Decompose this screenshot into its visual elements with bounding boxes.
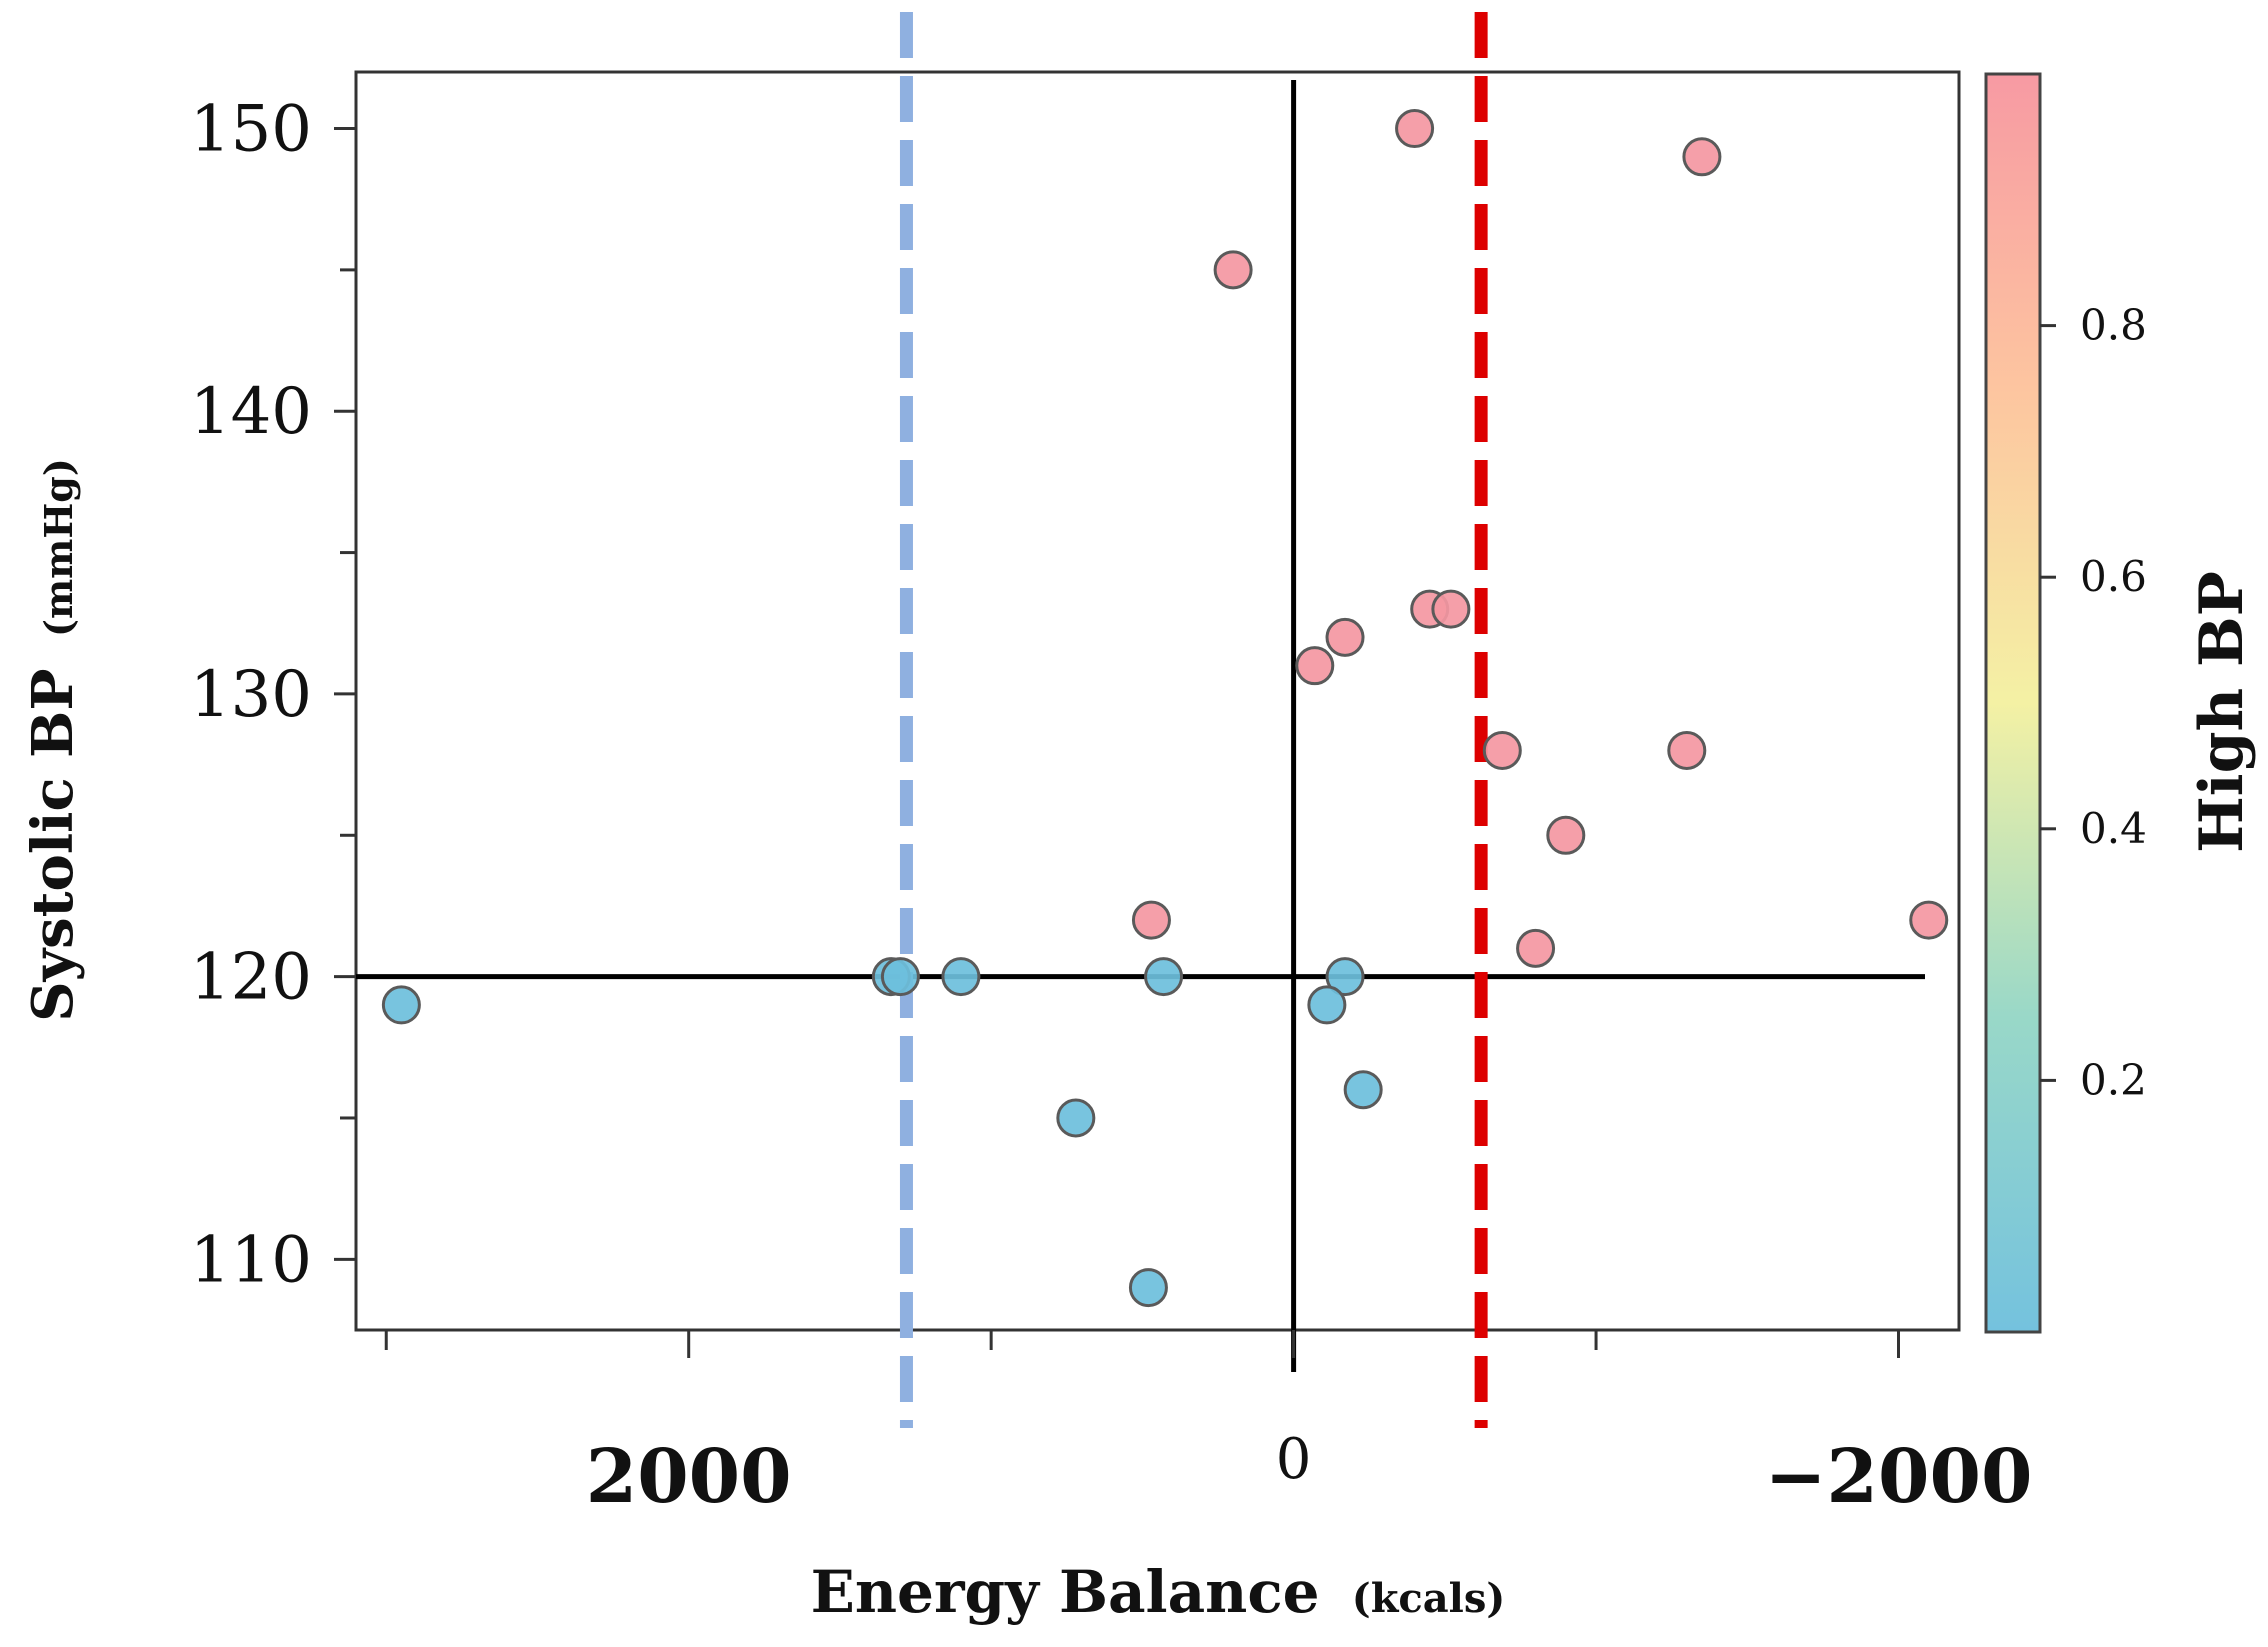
y-tick-label: 110 — [190, 1223, 312, 1297]
data-point-normal-bp — [1343, 1070, 1383, 1110]
x-tick-label: 2000 — [586, 1434, 792, 1520]
y-axis-unit: (mmHg) — [36, 458, 81, 637]
y-tick-label: 150 — [190, 93, 312, 167]
y-tick-label: 130 — [190, 658, 312, 732]
colorbar-bar — [1984, 72, 2042, 1334]
x-axis-title: Energy Balance (kcals) — [811, 1558, 1506, 1626]
data-point-high-bp — [1131, 900, 1171, 940]
plot-frame — [354, 70, 1961, 1332]
data-point-normal-bp — [381, 985, 421, 1025]
data-point-normal-bp — [1128, 1268, 1168, 1308]
data-point-high-bp — [1682, 137, 1722, 177]
data-point-normal-bp — [1056, 1098, 1096, 1138]
x-axis: 2000 0 −2000 — [384, 1330, 2033, 1520]
colorbar: 0.2 0.4 0.6 0.8 — [1984, 72, 2147, 1334]
x-tick-label: −2000 — [1765, 1434, 2033, 1520]
x-axis-title-text: Energy Balance — [811, 1558, 1320, 1626]
y-tick-label: 120 — [190, 941, 312, 1015]
data-point-high-bp — [1213, 250, 1253, 290]
data-point-normal-bp — [880, 957, 920, 997]
y-axis-title: Systolic BP (mmHg) — [20, 458, 86, 1022]
data-point-normal-bp — [1307, 985, 1347, 1025]
data-point-high-bp — [1516, 928, 1556, 968]
y-axis: 110 120 130 140 150 — [190, 93, 356, 1297]
data-point-normal-bp — [941, 957, 981, 997]
data-point-normal-bp — [1144, 957, 1184, 997]
data-point-high-bp — [1325, 617, 1365, 657]
y-tick-label: 140 — [190, 375, 312, 449]
x-tick-label: 0 — [1276, 1427, 1312, 1492]
data-points — [381, 109, 1949, 1308]
x-axis-unit: (kcals) — [1352, 1575, 1506, 1622]
data-point-high-bp — [1482, 730, 1522, 770]
y-axis-title-text: Systolic BP — [20, 669, 86, 1022]
colorbar-tick-label: 0.4 — [2080, 804, 2147, 853]
data-point-high-bp — [1546, 815, 1586, 855]
colorbar-tick-label: 0.2 — [2080, 1055, 2147, 1104]
data-point-high-bp — [1667, 730, 1707, 770]
data-point-high-bp — [1395, 109, 1435, 149]
data-point-high-bp — [1295, 646, 1335, 686]
colorbar-title: High BP — [2187, 571, 2257, 853]
data-point-normal-bp — [1325, 957, 1365, 997]
reference-lines — [356, 12, 1925, 1428]
colorbar-tick-label: 0.8 — [2080, 301, 2147, 350]
data-point-high-bp — [1909, 900, 1949, 940]
colorbar-tick-label: 0.6 — [2080, 552, 2147, 601]
data-point-high-bp — [1431, 589, 1471, 629]
